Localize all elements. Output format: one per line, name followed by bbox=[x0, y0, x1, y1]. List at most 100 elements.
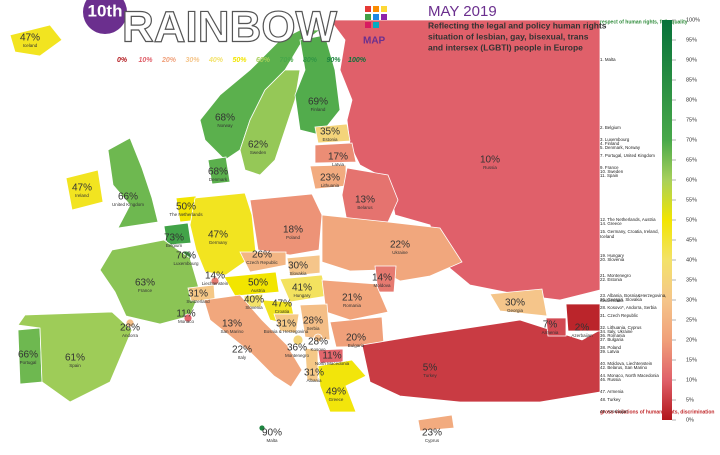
description-line: Reflecting the legal and policy human ri… bbox=[428, 20, 607, 30]
country bbox=[249, 193, 323, 256]
ranking-entry: 10. Sweden bbox=[600, 169, 624, 174]
legend-tick-label: 95% bbox=[686, 37, 697, 43]
legend-tick-label: 35% bbox=[686, 277, 697, 283]
country-name: Slovenia bbox=[245, 305, 263, 310]
scale-label: 40% bbox=[208, 57, 224, 64]
country-name: Turkey bbox=[423, 373, 437, 378]
country-name: Denmark bbox=[209, 177, 228, 182]
subtitle: MAP bbox=[363, 36, 386, 47]
scale-label: 80% bbox=[303, 57, 318, 64]
ranking-entry: 19. Hungary bbox=[600, 253, 625, 258]
country-name: North Macedonia bbox=[315, 361, 350, 366]
legend-tick-label: 30% bbox=[686, 297, 697, 303]
country bbox=[99, 239, 201, 325]
country bbox=[239, 251, 287, 273]
ranking-entry: 32. Lithuania, Cyprus bbox=[600, 325, 642, 330]
ranking-entry: 36. Romania bbox=[600, 333, 625, 338]
country-name: Sweden bbox=[250, 150, 267, 155]
country-score: 90% bbox=[262, 428, 282, 439]
country bbox=[565, 303, 601, 332]
country-name: Poland bbox=[286, 235, 301, 240]
country bbox=[489, 288, 548, 317]
ranking-entry: 48. Turkey bbox=[600, 397, 621, 402]
ranking-entry: 38. Poland bbox=[600, 345, 622, 350]
country bbox=[317, 359, 367, 413]
country bbox=[299, 303, 331, 341]
country bbox=[125, 318, 135, 328]
country bbox=[239, 69, 301, 176]
ranking-entry: 21. Montenegro bbox=[600, 273, 631, 278]
country-score: 21% bbox=[342, 293, 362, 304]
country-score: 40% bbox=[244, 295, 264, 306]
country-score: 50% bbox=[248, 278, 268, 289]
legend-tick-label: 45% bbox=[686, 237, 697, 243]
legend: 100% 95% 90% 85% 80% 75% 70% 65% 60% 55% 50% 45% 40%… bbox=[600, 17, 700, 423]
legend-tick-label: 100% bbox=[686, 17, 700, 23]
country-name: Ireland bbox=[75, 193, 89, 198]
ranking-entry: 23. Albania, Bosnia&Herzegovina, bbox=[600, 293, 666, 298]
country-name: Kosovo bbox=[310, 347, 326, 352]
country-score: 50% bbox=[176, 202, 196, 213]
country bbox=[183, 313, 193, 323]
country-score: 30% bbox=[505, 298, 525, 309]
ranking-entry: 44. Monaco, North Macedonia bbox=[600, 373, 659, 378]
country bbox=[286, 254, 321, 277]
country-score: 22% bbox=[390, 240, 410, 251]
country-name: Iceland bbox=[23, 43, 38, 48]
country-name: France bbox=[138, 288, 153, 293]
country-name: Romania bbox=[343, 303, 362, 308]
description-line: situation of lesbian, gay, bisexual, tra… bbox=[428, 31, 589, 41]
country-score: 31% bbox=[304, 368, 324, 379]
ranking-entry: Switzerland bbox=[600, 298, 623, 303]
country-score: 5% bbox=[423, 363, 438, 374]
ranking-entry: 5. Denmark, Norway bbox=[600, 145, 641, 150]
country-score: 30% bbox=[288, 261, 308, 272]
country-score: 73% bbox=[164, 233, 184, 244]
title: RAINBOW bbox=[122, 3, 338, 52]
country bbox=[321, 214, 463, 282]
country-name: Moldova bbox=[373, 283, 391, 288]
country bbox=[65, 169, 104, 211]
country-score: 13% bbox=[355, 195, 375, 206]
country-score: 14% bbox=[205, 271, 225, 282]
country-score: 69% bbox=[308, 97, 328, 108]
ranking-entry: 40. Moldova, Liechtenstein bbox=[600, 361, 653, 366]
country bbox=[361, 319, 601, 403]
scale-label: 50% bbox=[232, 57, 247, 64]
country-score: 68% bbox=[208, 167, 228, 178]
country bbox=[292, 334, 304, 346]
country-score: 41% bbox=[292, 283, 312, 294]
country bbox=[258, 424, 266, 432]
ranking-entry: Iceland bbox=[600, 234, 615, 239]
country-name: Albania bbox=[306, 378, 322, 383]
legend-tick-label: 40% bbox=[686, 257, 697, 263]
country-score: 23% bbox=[422, 428, 442, 439]
legend-bottom: gross violations of human rights, discri… bbox=[600, 409, 714, 415]
country-score: 66% bbox=[18, 350, 38, 361]
country-score: 47% bbox=[272, 299, 292, 310]
legend-tick-label: 90% bbox=[686, 57, 697, 63]
country-name: Lithuania bbox=[321, 183, 340, 188]
country-score: 10% bbox=[480, 155, 500, 166]
legend-tick-label: 15% bbox=[686, 357, 697, 363]
country-score: 31% bbox=[188, 289, 208, 300]
country-name: Belarus bbox=[357, 205, 373, 210]
ranking-entry: 42. Belarus, San Marino bbox=[600, 365, 648, 370]
country-name: Croatia bbox=[275, 309, 290, 314]
country-name: Italy bbox=[238, 355, 247, 360]
country-name: United Kingdom bbox=[112, 202, 144, 207]
country-name: Spain bbox=[69, 363, 81, 368]
country bbox=[163, 222, 192, 246]
legend-tick-label: 25% bbox=[686, 317, 697, 323]
ranking-entry: 31. Czech Republic bbox=[600, 313, 639, 318]
scale-row: 0% 10% 20% 30% 40% 50% 60% 70% 80% 90% 100% bbox=[117, 57, 367, 64]
scale-label: 100% bbox=[348, 57, 367, 64]
ranking-entry: 34. Italy, Ukraine bbox=[600, 329, 633, 334]
label-layer: 47%Iceland68%Norway62%Sweden69%Finland10… bbox=[18, 33, 593, 444]
country-name: Serbia bbox=[306, 326, 320, 331]
country bbox=[417, 414, 455, 432]
country-score: 18% bbox=[283, 225, 303, 236]
country-name: Malta bbox=[266, 438, 278, 443]
legend-tick-label: 20% bbox=[686, 337, 697, 343]
